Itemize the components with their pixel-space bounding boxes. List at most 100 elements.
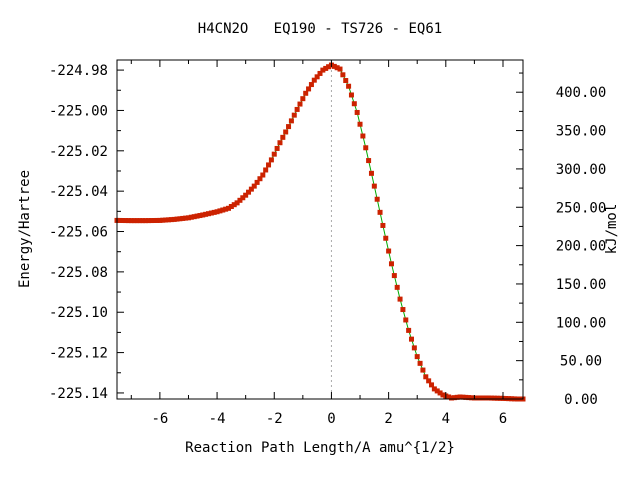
data-point (400, 307, 406, 313)
data-point (366, 158, 372, 164)
data-point (469, 395, 475, 401)
data-point (391, 273, 397, 279)
data-point (120, 218, 126, 224)
data-point (446, 394, 452, 400)
data-point (317, 70, 323, 76)
data-point (140, 218, 146, 224)
data-point (217, 208, 223, 214)
data-point (388, 261, 394, 267)
data-point (449, 395, 455, 401)
data-point (414, 354, 420, 360)
data-point (331, 63, 337, 69)
data-point (360, 133, 366, 139)
data-point (246, 189, 252, 195)
data-point (326, 64, 332, 70)
data-point (417, 360, 423, 366)
data-point (134, 218, 140, 224)
data-point (491, 395, 497, 401)
data-point (477, 395, 483, 401)
data-point (185, 215, 191, 221)
data-point (125, 218, 131, 224)
data-point (354, 109, 360, 115)
data-point (154, 217, 160, 223)
data-point (234, 200, 240, 206)
data-point (397, 296, 403, 302)
data-point (486, 395, 492, 401)
x-tick-label: 2 (384, 411, 392, 427)
data-point (406, 327, 412, 333)
data-point (274, 145, 280, 151)
y2-tick-label: 0.00 (564, 392, 598, 408)
data-point (254, 179, 260, 185)
y2-tick-label: 150.00 (556, 277, 607, 293)
series-line (116, 64, 523, 400)
data-point (208, 210, 214, 216)
data-point (426, 378, 432, 384)
x-tick-label: -6 (151, 411, 168, 427)
data-point (291, 112, 297, 118)
data-point (205, 211, 211, 217)
y-tick-label: -225.06 (49, 225, 108, 241)
y-tick-label: -225.08 (49, 265, 108, 281)
data-point (494, 395, 500, 401)
data-point (340, 72, 346, 78)
data-point (408, 336, 414, 342)
data-point (300, 96, 306, 102)
y2-tick-label: 250.00 (556, 200, 607, 216)
data-point (174, 216, 180, 222)
data-point (371, 183, 377, 189)
data-point (220, 207, 226, 213)
data-point (497, 395, 503, 401)
data-point (226, 205, 232, 211)
data-point (357, 121, 363, 127)
data-point (271, 151, 277, 157)
data-point (197, 213, 203, 219)
data-point (151, 218, 157, 224)
data-point (248, 186, 254, 192)
data-point (228, 203, 234, 209)
data-point (251, 183, 257, 189)
data-point (374, 196, 380, 202)
data-point (420, 367, 426, 373)
data-point (165, 217, 171, 223)
y2-tick-label: 200.00 (556, 239, 607, 255)
data-point (123, 218, 129, 224)
data-point (163, 217, 169, 223)
data-point (368, 170, 374, 176)
data-point (383, 235, 389, 241)
data-point (128, 218, 134, 224)
data-point (363, 145, 369, 151)
y2-tick-label: 50.00 (560, 354, 602, 370)
data-point (145, 218, 151, 224)
data-point (320, 67, 326, 73)
data-point (203, 211, 209, 217)
data-point (411, 345, 417, 351)
y2-axis-title: kJ/mol (604, 204, 620, 255)
data-point (263, 167, 269, 173)
data-point (286, 124, 292, 130)
data-point (183, 215, 189, 221)
data-point (180, 215, 186, 221)
x-tick-label: 6 (499, 411, 507, 427)
data-point (231, 202, 237, 208)
data-point (306, 86, 312, 92)
data-point (386, 248, 392, 254)
data-point (168, 217, 174, 223)
data-point (323, 65, 329, 71)
x-tick-label: 4 (442, 411, 450, 427)
y-axis-title: Energy/Hartree (17, 170, 33, 288)
data-point (314, 74, 320, 80)
y2-tick-label: 400.00 (556, 85, 607, 101)
data-point (268, 157, 274, 163)
y-tick-label: -225.02 (49, 144, 108, 160)
data-point (200, 212, 206, 218)
data-point (440, 392, 446, 398)
data-point (348, 92, 354, 98)
data-point (303, 90, 309, 96)
data-point (148, 218, 154, 224)
data-point (454, 394, 460, 400)
data-point (451, 395, 457, 401)
data-point (394, 284, 400, 290)
data-point (160, 217, 166, 223)
y2-tick-label: 300.00 (556, 162, 607, 178)
